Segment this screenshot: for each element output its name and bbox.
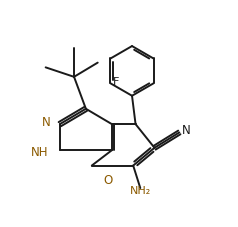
- Text: N: N: [42, 116, 50, 129]
- Text: F: F: [113, 77, 119, 87]
- Text: NH: NH: [30, 146, 48, 159]
- Text: N: N: [182, 123, 190, 137]
- Text: O: O: [104, 174, 113, 187]
- Text: NH₂: NH₂: [130, 186, 151, 196]
